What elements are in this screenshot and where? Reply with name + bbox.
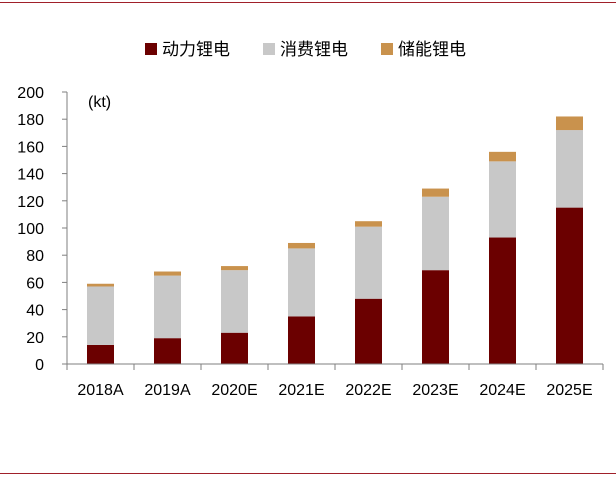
y-tick-label: 200 [17, 85, 44, 102]
legend-swatch [145, 43, 157, 55]
y-tick-label: 120 [17, 194, 44, 211]
bar-segment [355, 298, 382, 364]
bars [87, 116, 583, 364]
bar-segment [355, 226, 382, 299]
x-tick-label: 2024E [479, 382, 525, 399]
x-tick-label: 2021E [278, 382, 324, 399]
y-tick-label: 0 [35, 357, 44, 374]
bar-segment [154, 338, 181, 364]
bar-segment [288, 248, 315, 317]
legend-label: 动力锂电 [162, 40, 230, 59]
bar-segment [87, 286, 114, 345]
x-tick-label: 2023E [412, 382, 458, 399]
legend: 动力锂电 消费锂电 储能锂电 [145, 40, 466, 59]
y-tick-label: 140 [17, 167, 44, 184]
y-tick-label: 60 [26, 275, 44, 292]
bar-segment [556, 116, 583, 131]
y-tick-label: 100 [17, 221, 44, 238]
bar-segment [154, 275, 181, 339]
bar-segment [489, 237, 516, 364]
bar-segment [489, 151, 516, 162]
x-tick-label: 2019A [144, 382, 191, 399]
bar-segment [422, 270, 449, 364]
x-tick-label: 2018A [77, 382, 124, 399]
bar-segment [87, 283, 114, 287]
bar-segment [556, 130, 583, 208]
bar-segment [422, 188, 449, 197]
y-tick-label: 160 [17, 139, 44, 156]
bar-segment [422, 196, 449, 271]
legend-swatch [263, 43, 275, 55]
bar-segment [489, 161, 516, 238]
bar-segment [355, 221, 382, 227]
x-tick-label: 2022E [345, 382, 391, 399]
y-axis: 0 20 40 60 80 100 120 140 160 180 200 [17, 85, 68, 374]
legend-swatch [381, 43, 393, 55]
x-axis: 2018A 2019A 2020E 2021E 2022E 2023E 2024E 2025E [66, 363, 604, 399]
bar-segment [154, 271, 181, 276]
bar-segment [556, 207, 583, 364]
y-tick-label: 80 [26, 248, 44, 265]
legend-label: 储能锂电 [398, 40, 466, 59]
top-rule [0, 2, 616, 3]
y-tick-label: 20 [26, 330, 44, 347]
y-tick-label: 180 [17, 112, 44, 129]
bar-segment [87, 344, 114, 364]
bar-segment [288, 242, 315, 249]
x-tick-label: 2020E [211, 382, 257, 399]
y-unit-label: (kt) [88, 94, 111, 111]
bar-segment [221, 266, 248, 271]
bar-segment [221, 332, 248, 364]
y-tick-label: 40 [26, 303, 44, 320]
bar-segment [288, 316, 315, 364]
bar-segment [221, 270, 248, 333]
bottom-rule [0, 473, 616, 474]
x-tick-label: 2025E [546, 382, 592, 399]
legend-label: 消费锂电 [280, 40, 348, 59]
